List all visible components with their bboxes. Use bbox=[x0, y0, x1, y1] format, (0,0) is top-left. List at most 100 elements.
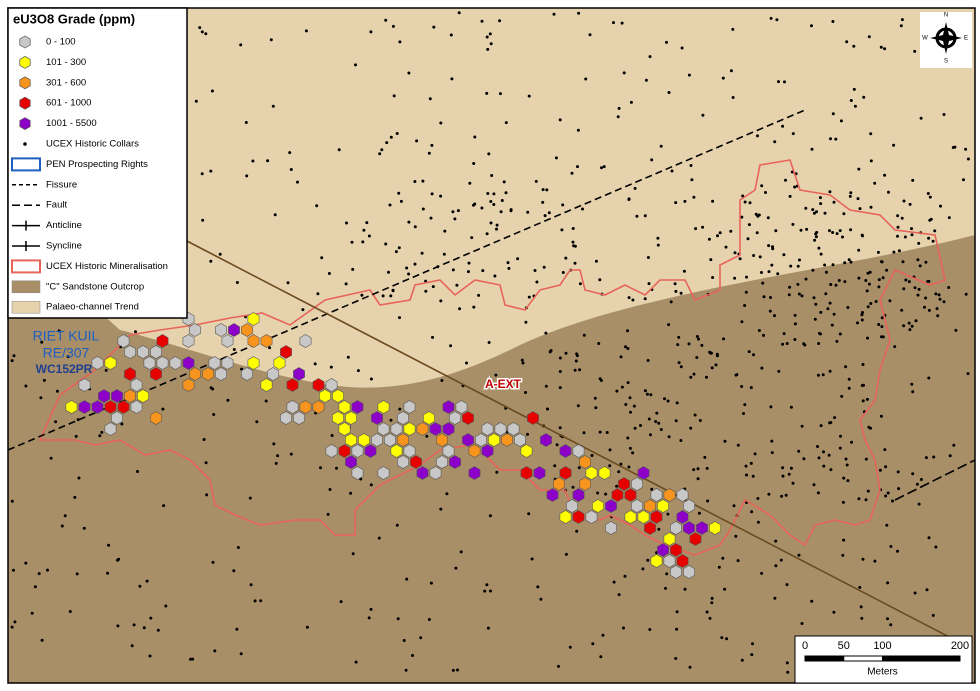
portion-label: RE/307 bbox=[43, 345, 90, 361]
collar-dot bbox=[913, 286, 917, 290]
collar-dot bbox=[648, 628, 652, 631]
collar-dot bbox=[635, 214, 639, 218]
legend-label: PEN Prospecting Rights bbox=[46, 159, 148, 170]
collar-dot bbox=[571, 485, 575, 489]
collar-dot bbox=[847, 377, 851, 381]
collar-dot bbox=[498, 19, 502, 23]
grade-hex bbox=[345, 433, 357, 447]
grade-hex bbox=[124, 367, 136, 381]
collar-dot bbox=[459, 550, 463, 554]
collar-dot bbox=[864, 279, 868, 282]
collar-dot bbox=[796, 282, 800, 286]
grade-hex bbox=[611, 488, 624, 502]
collar-dot bbox=[236, 546, 240, 549]
collar-dot bbox=[391, 289, 395, 293]
collar-dot bbox=[560, 228, 564, 232]
collar-dot bbox=[120, 422, 124, 426]
grade-hex bbox=[605, 521, 617, 535]
collar-dot bbox=[485, 583, 489, 587]
grade-hex bbox=[579, 477, 591, 491]
collar-dot bbox=[451, 668, 455, 672]
collar-dot bbox=[798, 258, 801, 262]
collar-dot bbox=[757, 329, 761, 332]
collar-dot bbox=[449, 344, 453, 348]
grade-hex bbox=[520, 466, 533, 480]
collar-dot bbox=[886, 581, 890, 585]
grade-hex bbox=[449, 411, 461, 425]
collar-dot bbox=[860, 384, 864, 387]
collar-dot bbox=[866, 305, 870, 309]
collar-dot bbox=[571, 227, 575, 230]
collar-dot bbox=[477, 293, 481, 297]
grade-hex bbox=[104, 356, 117, 370]
collar-dot bbox=[779, 558, 783, 562]
collar-dot bbox=[901, 260, 905, 264]
grade-hex bbox=[644, 499, 656, 513]
grade-hex bbox=[462, 433, 474, 447]
collar-dot bbox=[577, 11, 581, 15]
collar-dot bbox=[845, 463, 849, 467]
collar-dot bbox=[695, 335, 699, 338]
collar-dot bbox=[884, 494, 888, 498]
legend-label: Fault bbox=[46, 200, 67, 211]
collar-dot bbox=[204, 32, 208, 36]
collar-dot bbox=[911, 178, 915, 182]
collar-dot bbox=[398, 407, 402, 411]
grade-hex bbox=[377, 466, 390, 480]
collar-dot bbox=[773, 314, 776, 318]
collar-dot bbox=[498, 92, 502, 96]
collar-dot bbox=[235, 281, 239, 284]
grade-hex bbox=[546, 488, 559, 502]
collar-dot bbox=[687, 73, 691, 77]
collar-dot bbox=[239, 652, 243, 656]
collar-dot bbox=[266, 159, 270, 163]
collar-dot bbox=[877, 278, 881, 282]
collar-dot bbox=[315, 204, 319, 208]
legend-item: UCEX Historic Collars bbox=[23, 139, 139, 150]
legend-dot bbox=[23, 142, 27, 146]
collar-dot bbox=[866, 489, 870, 493]
collar-dot bbox=[405, 577, 409, 581]
collar-dot bbox=[98, 434, 102, 438]
scale-tick-label: 50 bbox=[838, 640, 850, 652]
collar-dot bbox=[900, 18, 904, 22]
collar-dot bbox=[558, 118, 562, 122]
collar-dot bbox=[354, 63, 357, 67]
collar-dot bbox=[841, 553, 845, 557]
collar-dot bbox=[904, 278, 908, 282]
grade-hex bbox=[143, 356, 156, 370]
collar-dot bbox=[350, 240, 354, 244]
collar-dot bbox=[701, 225, 705, 229]
collar-dot bbox=[369, 377, 373, 381]
collar-dot bbox=[789, 264, 793, 268]
collar-dot bbox=[116, 624, 120, 628]
grade-hex bbox=[338, 444, 351, 458]
collar-dot bbox=[361, 240, 365, 244]
legend-label: Anticline bbox=[46, 220, 82, 231]
collar-dot bbox=[680, 46, 684, 50]
collar-dot bbox=[643, 214, 647, 218]
collar-dot bbox=[756, 134, 759, 138]
collar-dot bbox=[884, 465, 888, 469]
grade-hex bbox=[247, 312, 260, 326]
collar-dot bbox=[76, 418, 80, 422]
collar-dot bbox=[516, 257, 520, 261]
collar-dot bbox=[849, 191, 853, 195]
grade-hex bbox=[208, 356, 221, 370]
collar-dot bbox=[828, 369, 832, 373]
collar-dot bbox=[573, 261, 577, 265]
collar-dot bbox=[554, 156, 558, 160]
collar-dot bbox=[427, 151, 431, 155]
collar-dot bbox=[782, 253, 786, 257]
collar-dot bbox=[858, 207, 862, 211]
collar-dot bbox=[506, 261, 510, 265]
collar-dot bbox=[927, 376, 931, 380]
collar-dot bbox=[796, 264, 800, 268]
collar-dot bbox=[846, 479, 850, 483]
collar-dot bbox=[705, 466, 709, 470]
collar-dot bbox=[683, 587, 687, 591]
collar-dot bbox=[450, 77, 454, 81]
grade-hex bbox=[345, 455, 357, 469]
collar-dot bbox=[777, 369, 781, 373]
grade-hex bbox=[390, 422, 403, 436]
